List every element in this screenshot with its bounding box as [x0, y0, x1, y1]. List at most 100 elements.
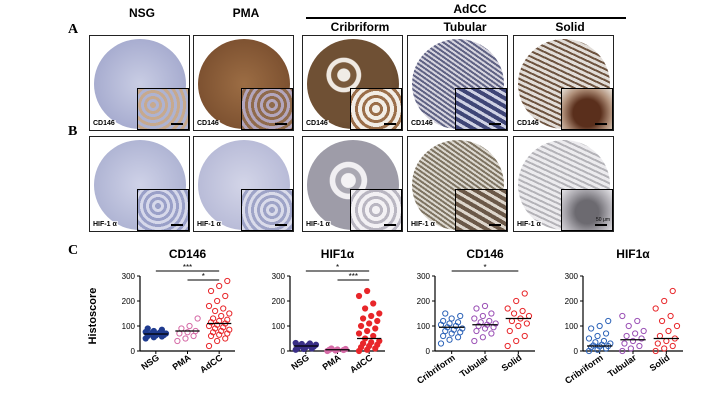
scale-bar: [595, 224, 607, 226]
marker-label: HIF-1 α: [305, 221, 331, 228]
data-point: [506, 327, 513, 335]
significance-label: *: [336, 263, 339, 272]
data-point: [479, 334, 486, 341]
significance-label: *: [202, 272, 205, 281]
header-solid: Solid: [555, 20, 585, 34]
significance-label: ***: [349, 272, 358, 281]
x-tick-label: PMA: [321, 352, 344, 372]
data-point: [663, 337, 670, 345]
data-point: [471, 337, 478, 345]
x-tick-label: NSG: [289, 352, 311, 371]
scale-bar: [171, 123, 183, 125]
data-point: [355, 330, 363, 337]
scale-bar-text: 50 μm: [596, 217, 610, 223]
chart-title: CD146: [169, 247, 207, 261]
data-point: [364, 287, 371, 295]
y-axis-label: Histoscore: [87, 288, 99, 345]
x-tick-label: Cribriform: [563, 352, 605, 385]
micrograph-b-solid: 50 μm HIF-1 α: [513, 136, 614, 232]
data-point: [471, 315, 478, 322]
data-point: [658, 317, 666, 325]
data-point: [222, 292, 229, 300]
data-point: [176, 330, 183, 337]
data-point: [632, 330, 639, 337]
adcc-bracket-line: [306, 17, 626, 19]
data-point: [592, 339, 599, 346]
data-point: [634, 317, 641, 325]
data-point: [652, 347, 659, 355]
data-point: [669, 287, 676, 295]
data-point: [473, 327, 480, 335]
data-point: [508, 317, 516, 325]
data-point: [178, 325, 185, 332]
data-point: [488, 330, 495, 337]
y-tick-label: 0: [281, 347, 286, 356]
data-point: [669, 342, 676, 350]
y-tick-label: 300: [272, 272, 286, 281]
data-point: [150, 327, 157, 335]
data-point: [486, 317, 493, 325]
y-tick-label: 200: [272, 297, 286, 306]
data-point: [457, 312, 464, 320]
scale-bar: [384, 224, 396, 226]
y-tick-label: 100: [417, 322, 431, 331]
y-tick-label: 0: [131, 347, 136, 356]
data-point: [342, 345, 349, 353]
x-tick-label: AdCC: [198, 352, 225, 375]
scale-bar: [275, 123, 287, 125]
data-point: [205, 302, 213, 310]
data-point: [661, 297, 668, 305]
data-point: [661, 345, 668, 352]
y-tick-label: 0: [574, 347, 579, 356]
data-point: [174, 337, 181, 345]
data-point: [218, 312, 225, 320]
data-point: [359, 315, 367, 322]
data-point: [372, 325, 379, 332]
data-point: [207, 287, 215, 295]
data-point: [186, 322, 193, 330]
chart-title: HIF1α: [321, 247, 355, 261]
x-tick-label: PMA: [171, 352, 194, 372]
data-point: [473, 305, 480, 312]
micrograph-a-tubular: CD146: [407, 35, 508, 131]
data-point: [459, 325, 466, 332]
data-point: [619, 312, 626, 320]
data-point: [442, 310, 449, 317]
data-point: [144, 325, 151, 332]
header-pma: PMA: [232, 6, 260, 20]
micrograph-a-solid: CD146: [513, 35, 614, 131]
data-point: [521, 332, 528, 340]
data-point: [594, 332, 601, 340]
data-point: [504, 342, 511, 350]
data-point: [216, 282, 223, 290]
data-point: [488, 310, 495, 317]
data-point: [359, 340, 367, 347]
scale-bar: [171, 224, 183, 226]
x-tick-label: AdCC: [348, 352, 375, 375]
data-point: [625, 322, 632, 330]
y-tick-label: 200: [417, 297, 431, 306]
data-point: [602, 330, 610, 337]
header-nsg: NSG: [128, 6, 155, 20]
data-point: [292, 339, 299, 347]
chart-title: CD146: [466, 247, 504, 261]
micrograph-a-pma: CD146: [193, 35, 294, 131]
data-point: [627, 345, 634, 352]
data-point: [220, 305, 227, 312]
data-point: [513, 337, 520, 345]
data-point: [224, 277, 231, 285]
y-tick-label: 100: [272, 322, 286, 331]
x-tick-label: Cribriform: [415, 352, 457, 385]
scale-bar: [384, 123, 396, 125]
data-point: [224, 316, 231, 323]
data-point: [376, 337, 383, 345]
data-point: [600, 337, 608, 345]
micrograph-b-tubular: HIF-1 α: [407, 136, 508, 232]
data-point: [652, 305, 659, 312]
data-point: [184, 329, 191, 336]
x-tick-label: Solid: [500, 352, 524, 373]
data-point: [519, 307, 526, 315]
data-point: [437, 340, 445, 347]
y-tick-label: 300: [565, 272, 579, 281]
data-point: [654, 340, 661, 347]
